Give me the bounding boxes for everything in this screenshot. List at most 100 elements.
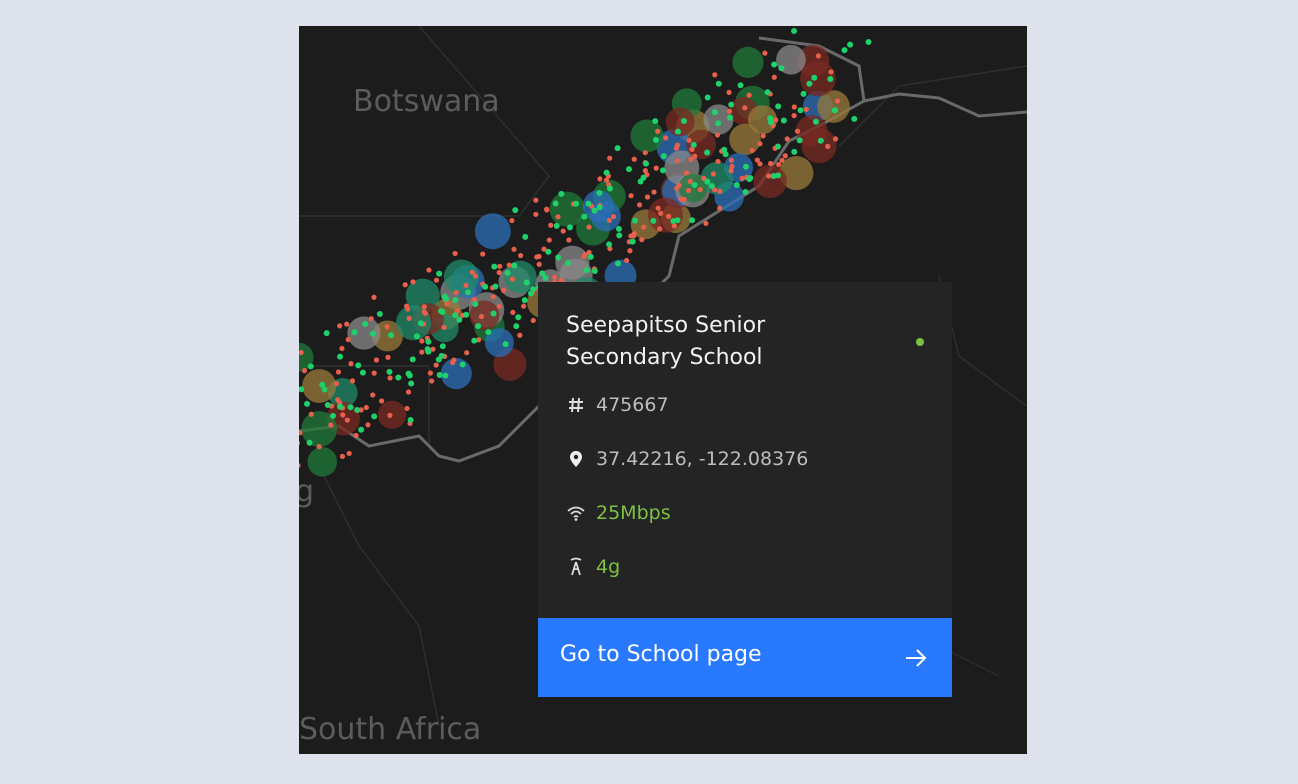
tooltip: Seepapitso Senior Secondary School 47566… xyxy=(538,282,952,697)
school-marker xyxy=(596,204,603,211)
school-marker xyxy=(811,74,818,81)
school-marker xyxy=(728,168,734,174)
school-marker xyxy=(791,148,798,155)
school-marker xyxy=(754,157,760,163)
school-marker xyxy=(321,386,328,393)
school-marker xyxy=(616,232,623,239)
school-marker xyxy=(832,107,839,114)
school-marker xyxy=(676,182,682,188)
school-marker xyxy=(710,171,717,177)
school-marker xyxy=(773,117,779,123)
school-marker xyxy=(771,74,777,80)
school-marker xyxy=(427,370,434,376)
school-cluster xyxy=(753,164,787,199)
school-marker xyxy=(517,332,523,338)
school-marker xyxy=(703,220,709,227)
school-marker xyxy=(762,50,768,56)
school-marker xyxy=(629,238,636,245)
school-marker xyxy=(451,357,457,363)
school-marker xyxy=(566,237,572,243)
school-marker xyxy=(729,163,735,170)
school-marker xyxy=(558,190,565,197)
school-marker xyxy=(441,324,447,331)
school-page-button[interactable]: Go to School page xyxy=(538,618,952,697)
border xyxy=(299,26,550,217)
school-marker xyxy=(299,349,304,356)
school-marker xyxy=(564,260,571,267)
school-marker xyxy=(363,404,369,411)
school-marker xyxy=(827,75,834,82)
school-marker xyxy=(370,392,376,398)
school-marker xyxy=(657,226,663,232)
school-marker xyxy=(697,186,703,193)
school-marker xyxy=(851,115,858,122)
school-marker xyxy=(780,117,787,124)
school-marker xyxy=(430,346,436,352)
school-marker xyxy=(683,170,690,176)
school-marker xyxy=(764,89,771,96)
school-marker xyxy=(757,161,763,167)
school-marker xyxy=(651,189,657,195)
school-marker xyxy=(530,317,536,324)
school-marker xyxy=(452,312,459,319)
school-marker xyxy=(403,303,410,309)
school-marker xyxy=(652,136,659,143)
school-marker xyxy=(552,274,558,280)
school-marker xyxy=(597,176,603,182)
school-marker xyxy=(714,132,721,138)
school-marker xyxy=(419,349,425,355)
school-marker xyxy=(606,185,613,192)
technology-row: 4g xyxy=(566,556,620,578)
school-marker xyxy=(346,450,352,457)
school-cluster xyxy=(504,260,537,294)
school-cluster xyxy=(347,316,381,350)
school-marker xyxy=(715,120,722,127)
school-marker xyxy=(614,260,621,267)
school-marker xyxy=(410,279,416,285)
school-marker xyxy=(800,90,807,97)
map-label: g xyxy=(299,474,315,509)
school-markers xyxy=(299,28,872,477)
school-marker xyxy=(585,200,592,207)
wifi-icon xyxy=(567,506,585,521)
school-marker xyxy=(728,157,734,163)
school-marker xyxy=(566,224,573,231)
school-cluster xyxy=(817,90,850,123)
school-marker xyxy=(421,309,427,315)
school-marker xyxy=(757,141,763,147)
school-marker xyxy=(739,175,745,182)
school-marker xyxy=(527,290,534,297)
school-marker xyxy=(376,310,383,317)
school-marker xyxy=(775,172,782,179)
school-marker xyxy=(437,308,444,315)
school-marker xyxy=(767,115,774,122)
school-marker xyxy=(797,107,804,114)
arrow-icon xyxy=(906,649,927,667)
school-marker xyxy=(344,321,350,327)
school-id: 475667 xyxy=(596,394,669,416)
school-marker xyxy=(385,354,391,360)
school-cluster xyxy=(484,328,514,358)
school-marker xyxy=(523,279,530,286)
school-marker xyxy=(685,187,692,194)
school-marker xyxy=(433,362,439,368)
school-cluster xyxy=(686,129,716,160)
school-marker xyxy=(642,150,648,156)
school-marker xyxy=(471,337,478,344)
school-marker xyxy=(506,262,512,268)
school-marker xyxy=(502,341,509,348)
school-marker xyxy=(666,213,672,219)
school-marker xyxy=(335,369,342,375)
school-marker xyxy=(417,320,424,327)
school-marker xyxy=(362,321,369,328)
school-marker xyxy=(518,252,524,259)
school-marker xyxy=(337,353,344,360)
school-marker xyxy=(533,197,539,203)
school-marker xyxy=(544,207,550,213)
school-marker xyxy=(774,143,781,150)
school-marker xyxy=(340,412,346,418)
school-marker xyxy=(337,323,343,329)
school-marker xyxy=(307,363,314,370)
school-marker xyxy=(472,273,479,279)
school-marker xyxy=(655,128,661,134)
